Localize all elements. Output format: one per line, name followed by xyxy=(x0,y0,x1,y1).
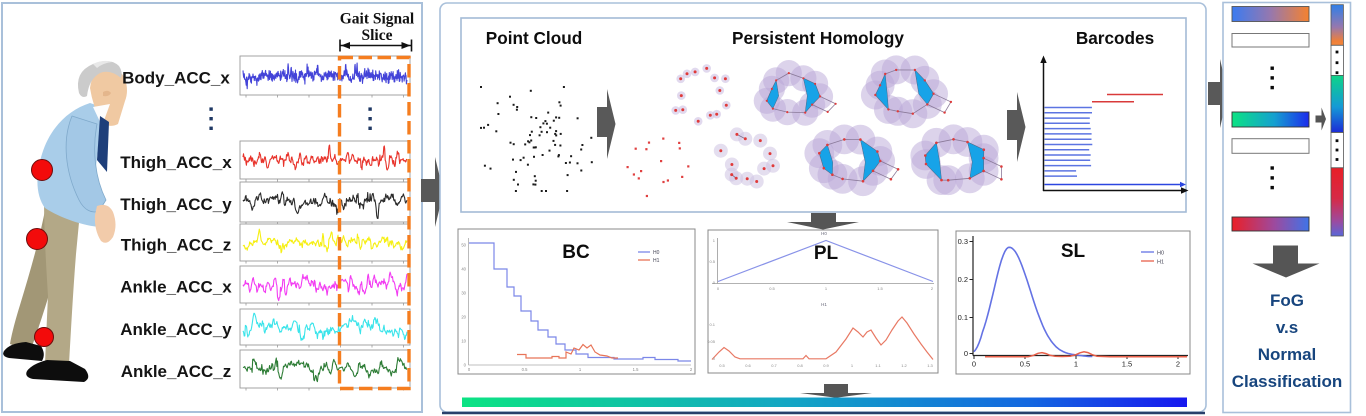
svg-text:0.9: 0.9 xyxy=(823,363,829,368)
svg-text:Normal: Normal xyxy=(1258,345,1317,364)
svg-text:40: 40 xyxy=(461,267,466,272)
svg-text:FoG: FoG xyxy=(1270,291,1304,310)
svg-text:Ankle_ACC_z: Ankle_ACC_z xyxy=(121,362,232,381)
svg-text:BC: BC xyxy=(562,242,590,263)
svg-text:0.1: 0.1 xyxy=(709,322,715,327)
svg-text:1: 1 xyxy=(579,367,582,372)
svg-text:0: 0 xyxy=(713,280,716,285)
svg-text:1.1: 1.1 xyxy=(875,363,881,368)
svg-text:1.5: 1.5 xyxy=(877,286,883,291)
svg-text:Thigh_ACC_y: Thigh_ACC_y xyxy=(120,195,232,214)
svg-text:Gait Signal: Gait Signal xyxy=(340,11,415,28)
svg-text:0: 0 xyxy=(964,349,968,358)
svg-text:v.s: v.s xyxy=(1276,318,1298,337)
svg-text:0.5: 0.5 xyxy=(522,367,528,372)
svg-text:Classification: Classification xyxy=(1232,372,1343,391)
svg-text:Body_ACC_x: Body_ACC_x xyxy=(122,69,230,88)
svg-text:1: 1 xyxy=(825,286,828,291)
svg-text:Ankle_ACC_x: Ankle_ACC_x xyxy=(120,278,232,297)
svg-text:Barcodes: Barcodes xyxy=(1076,28,1154,48)
svg-text:50: 50 xyxy=(461,243,466,248)
svg-text:30: 30 xyxy=(461,291,466,296)
svg-text:H1: H1 xyxy=(821,302,827,307)
svg-text:H1: H1 xyxy=(653,258,660,264)
svg-text:H0: H0 xyxy=(1157,251,1164,257)
svg-text:20: 20 xyxy=(461,315,466,320)
svg-text:PL: PL xyxy=(814,243,839,264)
svg-text:Point Cloud: Point Cloud xyxy=(486,28,582,48)
svg-text:Persistent Homology: Persistent Homology xyxy=(732,28,904,48)
svg-text:0: 0 xyxy=(464,363,467,368)
svg-text:2: 2 xyxy=(690,367,693,372)
svg-text:H0: H0 xyxy=(821,231,827,236)
svg-text:Thigh_ACC_x: Thigh_ACC_x xyxy=(120,153,232,172)
svg-text:0.5: 0.5 xyxy=(709,259,715,264)
svg-text:0: 0 xyxy=(972,360,976,369)
svg-text:0.8: 0.8 xyxy=(797,363,803,368)
svg-text:0.3: 0.3 xyxy=(958,237,968,246)
svg-text:1.2: 1.2 xyxy=(901,363,907,368)
svg-text:H0: H0 xyxy=(653,250,660,256)
svg-text:0.5: 0.5 xyxy=(719,363,725,368)
svg-text:2: 2 xyxy=(1176,360,1180,369)
svg-text:Slice: Slice xyxy=(362,27,393,44)
svg-text:0.2: 0.2 xyxy=(958,275,968,284)
svg-text:0.05: 0.05 xyxy=(707,339,716,344)
svg-text:2: 2 xyxy=(931,286,934,291)
svg-text:0: 0 xyxy=(468,367,471,372)
svg-text:0.5: 0.5 xyxy=(769,286,775,291)
svg-text:0.5: 0.5 xyxy=(1020,360,1030,369)
svg-text:1: 1 xyxy=(851,363,854,368)
svg-text:1.5: 1.5 xyxy=(633,367,639,372)
svg-text:SL: SL xyxy=(1061,241,1086,262)
svg-text:0: 0 xyxy=(717,286,720,291)
svg-text:0: 0 xyxy=(713,356,716,361)
svg-text:1: 1 xyxy=(713,238,716,243)
svg-text:0.6: 0.6 xyxy=(745,363,751,368)
svg-text:10: 10 xyxy=(461,339,466,344)
svg-text:0.1: 0.1 xyxy=(958,313,968,322)
svg-text:Ankle_ACC_y: Ankle_ACC_y xyxy=(120,320,232,339)
svg-text:H1: H1 xyxy=(1157,260,1164,266)
svg-text:1: 1 xyxy=(1074,360,1078,369)
svg-text:1.3: 1.3 xyxy=(927,363,933,368)
svg-text:0.7: 0.7 xyxy=(771,363,777,368)
svg-text:Thigh_ACC_z: Thigh_ACC_z xyxy=(121,236,232,255)
svg-text:1.5: 1.5 xyxy=(1122,360,1132,369)
